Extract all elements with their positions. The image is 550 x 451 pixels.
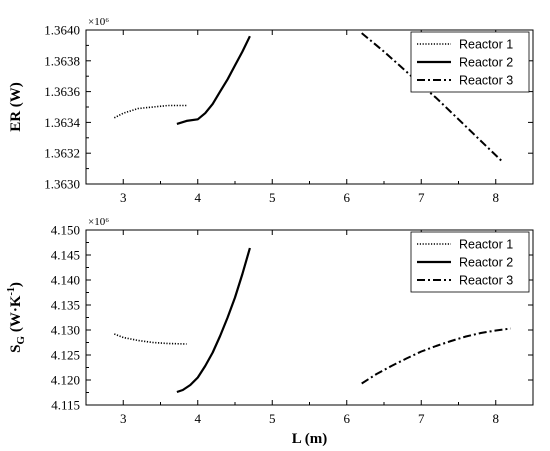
legend-label-reactor-2: Reactor 2 — [459, 56, 513, 70]
x-tick-label: 7 — [418, 190, 425, 205]
series-line-reactor-1 — [114, 333, 187, 345]
x-tick-label: 4 — [195, 190, 202, 205]
series-line-reactor-3 — [361, 32, 504, 164]
series-line-reactor-2 — [176, 247, 251, 394]
chart-panel-2: 4.115 4.120 4.125 4.130 4.135 4.140 4.145 4.150… — [6, 216, 534, 447]
y-axis-label: SG (W·K-1) — [6, 282, 27, 353]
legend: Reactor 1 Reactor 2 Reactor 3 — [410, 231, 530, 293]
x-tick-label: 6 — [344, 190, 351, 205]
x-tick-label: 3 — [120, 190, 127, 205]
x-tick-label: 3 — [120, 411, 127, 426]
legend-label-reactor-1: Reactor 1 — [459, 38, 513, 52]
x-tick-label: 8 — [493, 411, 500, 426]
y-axis-label-part: S — [8, 344, 24, 352]
series-line-reactor-3 — [361, 327, 511, 385]
y-tick-label: 1.3640 — [44, 23, 80, 38]
y-tick-label: 4.135 — [51, 298, 80, 313]
x-tick-label: 4 — [195, 411, 202, 426]
y-tick-label: 4.120 — [51, 373, 80, 388]
legend-label-reactor-3: Reactor 3 — [459, 274, 513, 288]
x-tick-label: 6 — [344, 411, 351, 426]
y-axis-label: ER (W) — [8, 82, 24, 132]
y-tick-label: 1.3630 — [44, 177, 80, 192]
y-tick-label: 4.115 — [51, 398, 80, 413]
y-tick-label: 1.3636 — [44, 84, 80, 99]
chart-panel-1: 1.3630 1.3632 1.3634 1.3636 1.3638 1.3640 3 4 5 6… — [8, 16, 534, 205]
y-tick-label: 4.140 — [51, 273, 80, 288]
x-tick-label: 5 — [269, 190, 276, 205]
y-tick-label: 4.130 — [51, 323, 80, 338]
x-tick-label: 7 — [418, 411, 425, 426]
x-axis-label: L (m) — [292, 431, 327, 447]
y-axis-label-part: G — [15, 335, 27, 344]
y-tick-label: 1.3634 — [44, 115, 80, 130]
y-axis-label-part: -1 — [6, 287, 17, 295]
y-axis-label-part: ) — [8, 282, 24, 287]
legend-label-reactor-2: Reactor 2 — [459, 256, 513, 270]
series-line-reactor-1 — [113, 104, 187, 119]
axis-multiplier: ×10⁶ — [88, 16, 109, 28]
y-tick-label: 1.3638 — [44, 53, 80, 68]
y-tick-label: 4.145 — [51, 248, 80, 263]
x-tick-label: 5 — [269, 411, 276, 426]
y-tick-label: 1.3632 — [44, 146, 80, 161]
x-tick-label: 8 — [493, 190, 500, 205]
y-axis-label-part: (W·K — [8, 295, 24, 336]
legend-label-reactor-3: Reactor 3 — [459, 74, 513, 88]
axis-multiplier: ×10⁶ — [88, 216, 109, 228]
series-line-reactor-2 — [176, 35, 251, 125]
legend: Reactor 1 Reactor 2 Reactor 3 — [410, 31, 530, 93]
y-tick-label: 4.125 — [51, 348, 80, 363]
y-tick-label: 4.150 — [51, 223, 80, 238]
legend-label-reactor-1: Reactor 1 — [459, 238, 513, 252]
